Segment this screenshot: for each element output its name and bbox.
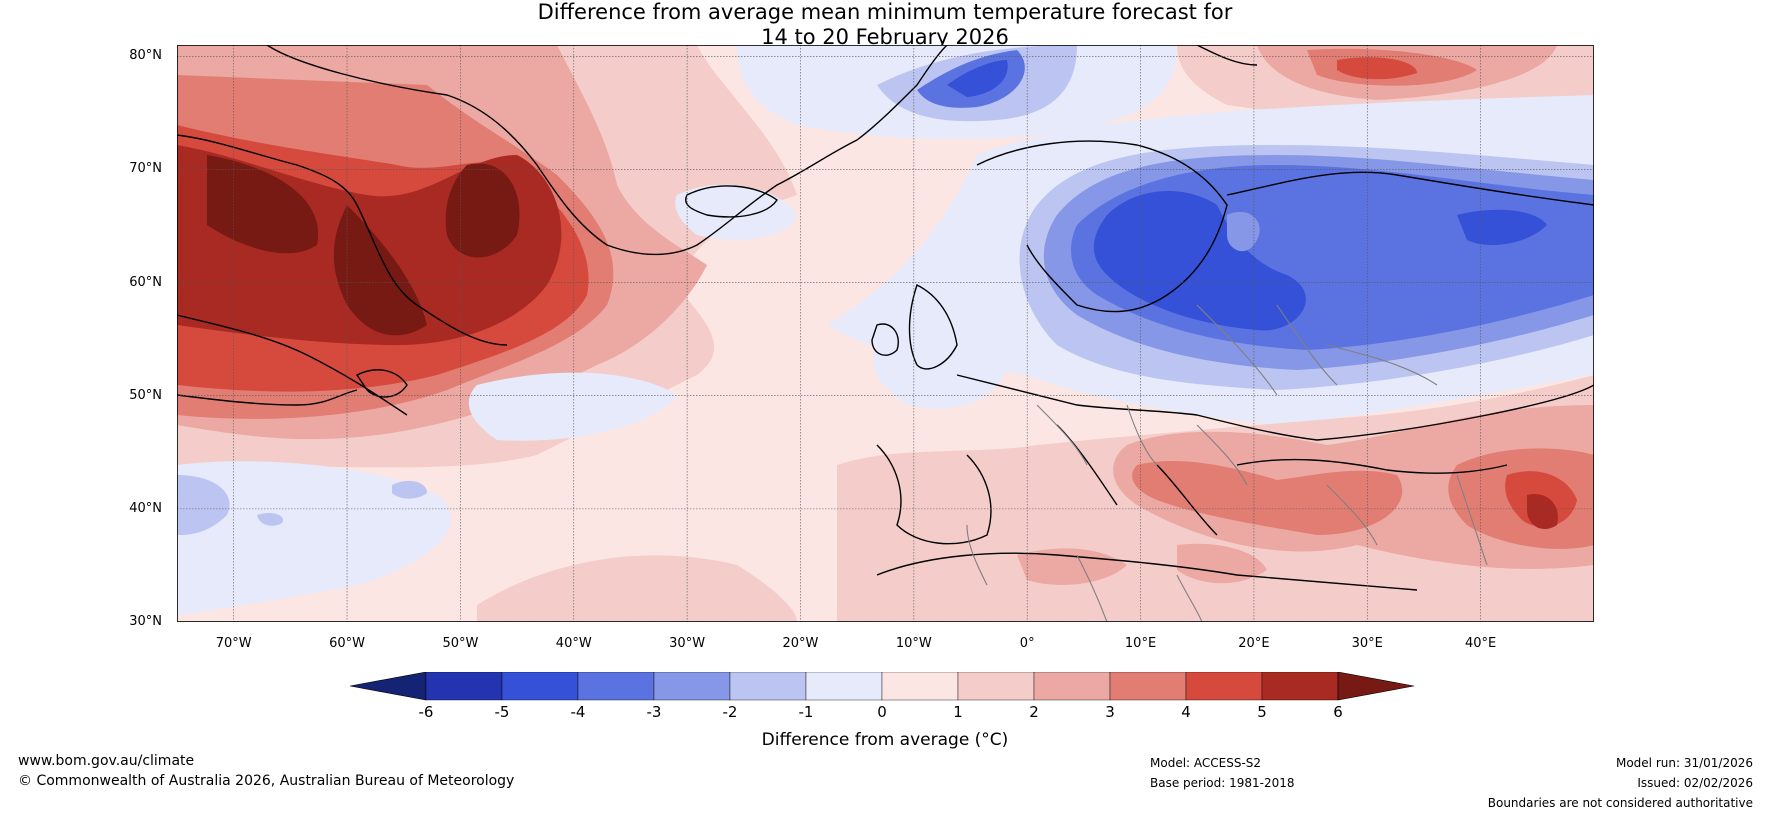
colorbar-swatch: [805, 672, 883, 701]
colorbar-tick-label: 5: [1257, 703, 1267, 721]
footer-base-period: Base period: 1981-2018: [1150, 776, 1295, 790]
colorbar-swatch: [577, 672, 655, 701]
anomaly-area-greenland-sea-cold-4: [947, 60, 1008, 97]
colorbar-extend-min: [350, 672, 427, 701]
colorbar-tick-label: -3: [646, 703, 662, 721]
anomaly-area-iceland-cold: [675, 184, 797, 240]
anomaly-area-africa-warm-1: [1017, 548, 1127, 585]
colorbar-tick-label: 1: [953, 703, 963, 721]
coastlines: [177, 45, 1594, 591]
coastline-baffin: [177, 134, 508, 346]
anomaly-area-canada-warm-6b: [333, 205, 427, 336]
lon-label: 20°E: [1238, 636, 1270, 651]
coastline-north-africa: [876, 552, 1418, 591]
lon-label: 20°W: [782, 636, 819, 651]
colorbar: [350, 672, 1415, 701]
colorbar-tick-label: -2: [722, 703, 738, 721]
colorbar-swatch: [501, 672, 579, 701]
anomaly-area-uk-cold: [873, 331, 1007, 409]
colorbar-tick-label: -1: [798, 703, 814, 721]
colorbar-extend-max: [1337, 672, 1415, 701]
lon-label: 40°W: [555, 636, 592, 651]
forecast-map: [177, 45, 1594, 622]
colorbar-tick-label: 3: [1105, 703, 1115, 721]
lat-label: 70°N: [129, 161, 162, 177]
colorbar-swatch: [1109, 672, 1187, 701]
footer-website: www.bom.gov.au/climate: [18, 753, 195, 769]
colorbar-swatch: [1033, 672, 1111, 701]
footer-disclaimer: Boundaries are not considered authoritat…: [1487, 796, 1753, 810]
coastline-iberia: [876, 444, 992, 545]
anomaly-area-canada-warm-6a: [207, 155, 319, 254]
anomaly-area-europe-cold-5: [1093, 191, 1306, 331]
footer-model: Model: ACCESS-S2: [1150, 756, 1262, 770]
lon-label: 40°E: [1464, 636, 1497, 651]
colorbar-swatch: [957, 672, 1035, 701]
coastline-scandinavia: [976, 140, 1228, 313]
map-svg: [177, 45, 1594, 622]
footer-issued: Issued: 02/02/2026: [1637, 776, 1753, 790]
footer-copyright: © Commonwealth of Australia 2026, Austra…: [18, 773, 515, 789]
anomaly-area-africa-warm-2: [1177, 543, 1267, 584]
anomaly-area-atlantic-warm-south: [477, 555, 797, 622]
coastline-us-east: [177, 389, 358, 406]
colorbar-swatch: [1185, 672, 1263, 701]
coastline-aegean: [1156, 464, 1218, 536]
gridlines: [177, 45, 1594, 622]
anomaly-area-europe-cold-6: [1457, 209, 1547, 245]
anomaly-area-caucasus-warm-5: [1527, 494, 1558, 530]
colorbar-tick-label: 6: [1333, 703, 1343, 721]
anomaly-area-atlantic-cold-2: [177, 461, 452, 615]
anomaly-area-atlantic-cold-1: [468, 372, 677, 441]
map-frame: [177, 45, 1594, 622]
anomaly-area-canada-warm-6c: [445, 163, 520, 258]
anomaly-area-atlantic-cold-4: [392, 480, 427, 499]
coastline-arctic-russia: [1226, 171, 1594, 206]
lat-label: 30°N: [129, 614, 162, 629]
anomaly-area-barents-warm-4: [1337, 57, 1417, 80]
anomaly-area-atlantic-cold-3: [177, 475, 230, 535]
colorbar-tick-label: -5: [494, 703, 510, 721]
colorbar-tick-label: 4: [1181, 703, 1191, 721]
anomaly-area-mediterranean-warm-3: [1132, 460, 1403, 535]
coastline-britain: [908, 284, 958, 370]
anomaly-area-atlantic-cold-5: [257, 512, 283, 526]
colorbar-swatch: [729, 672, 807, 701]
lon-label: 10°W: [895, 636, 932, 651]
lat-label: 60°N: [129, 274, 162, 290]
coastline-iceland: [685, 185, 778, 218]
coastline-turkey: [1236, 458, 1508, 474]
lon-label: 60°W: [329, 636, 365, 651]
lon-label: 0°: [1019, 636, 1035, 651]
colorbar-tick-label: -4: [570, 703, 586, 721]
coastline-svalbard: [1196, 45, 1258, 66]
lat-label: 50°N: [129, 387, 162, 403]
lon-label: 30°W: [669, 636, 706, 651]
title-line-1: Difference from average mean minimum tem…: [537, 0, 1233, 24]
country-borders: [966, 304, 1488, 622]
lon-label: 50°W: [442, 636, 479, 651]
lon-label: 30°E: [1351, 636, 1383, 651]
colorbar-swatch: [425, 672, 503, 701]
coastline-ireland: [871, 323, 899, 356]
anomaly-area-norway-cold-lighter: [1227, 211, 1260, 252]
lat-label: 80°N: [129, 48, 162, 64]
chart-title: Difference from average mean minimum tem…: [0, 0, 1770, 50]
colorbar-label: Difference from average (°C): [761, 730, 1009, 750]
colorbar-swatch: [653, 672, 731, 701]
colorbar-tick-label: 0: [877, 703, 887, 721]
colorbar-segments: [350, 672, 1415, 701]
footer-model-run: Model run: 31/01/2026: [1615, 756, 1753, 770]
colorbar-tick-label: 2: [1029, 703, 1039, 721]
coastline-greenland: [266, 45, 948, 256]
colorbar-swatch: [881, 672, 959, 701]
coastline-newfoundland: [355, 369, 408, 398]
coastline-europe: [956, 374, 1594, 441]
lon-label: 10°E: [1124, 636, 1157, 651]
colorbar-swatch: [1261, 672, 1339, 701]
colorbar-tick-label: -6: [418, 703, 434, 721]
lon-label: 70°W: [215, 636, 252, 651]
lat-label: 40°N: [129, 500, 162, 516]
